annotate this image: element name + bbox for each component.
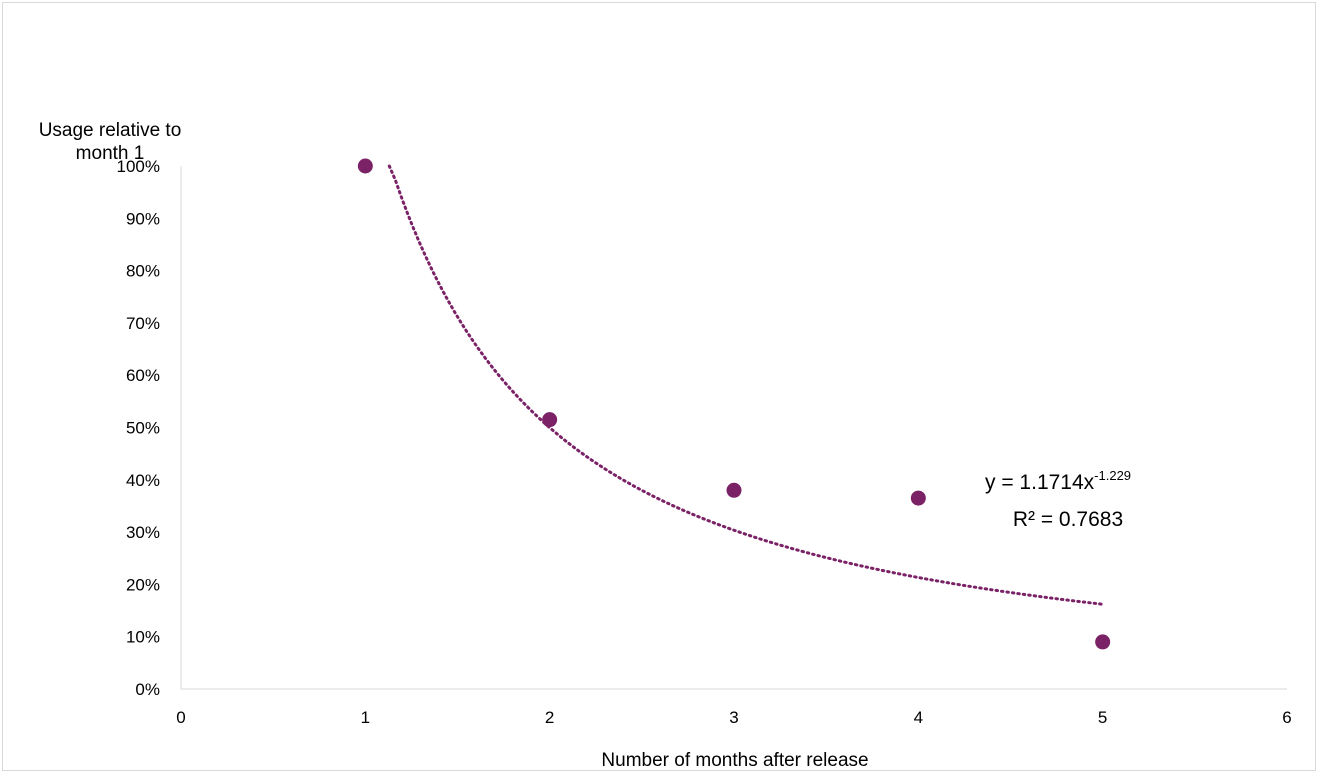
x-tick-label: 4 [914, 708, 923, 727]
x-tick-label: 2 [545, 708, 554, 727]
trendline-equation-exponent: -1.229 [1094, 468, 1131, 483]
x-tick-label: 0 [176, 708, 185, 727]
trendline-equation: y = 1.1714x-1.229 [985, 468, 1131, 494]
trendline-equation-base: y = 1.1714x [985, 471, 1095, 494]
data-point [542, 412, 558, 428]
trendline-r-squared: R² = 0.7683 [1013, 508, 1123, 531]
y-tick-label: 40% [126, 471, 160, 490]
data-points [357, 158, 1111, 650]
y-tick-label: 100% [117, 157, 160, 176]
data-point [357, 158, 373, 174]
y-axis-title-line2: month 1 [76, 143, 145, 164]
data-point [1095, 634, 1111, 650]
x-tick-label: 3 [729, 708, 738, 727]
y-tick-label: 20% [126, 575, 160, 594]
x-tick-labels: 0 1 2 3 4 5 6 [176, 708, 1291, 727]
y-tick-label: 50% [126, 419, 160, 438]
y-tick-label: 90% [126, 209, 160, 228]
y-tick-label: 30% [126, 523, 160, 542]
power-trendline [387, 164, 1105, 606]
y-tick-label: 0% [135, 680, 160, 699]
y-axis-title-line1: Usage relative to [39, 120, 182, 141]
y-tick-label: 70% [126, 314, 160, 333]
x-tick-label: 5 [1098, 708, 1107, 727]
y-tick-label: 10% [126, 628, 160, 647]
x-tick-label: 6 [1282, 708, 1291, 727]
y-tick-label: 60% [126, 366, 160, 385]
y-tick-label: 80% [126, 262, 160, 281]
y-tick-labels: 0% 10% 20% 30% 40% 50% 60% 70% 80% 90% 100% [117, 157, 160, 699]
x-axis-title: Number of months after release [601, 750, 868, 771]
data-point [910, 490, 926, 506]
x-tick-label: 1 [361, 708, 370, 727]
data-point [726, 482, 742, 498]
